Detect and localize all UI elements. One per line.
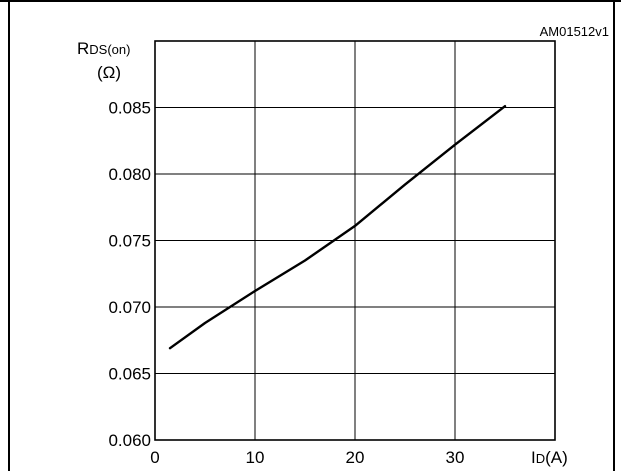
rds-on-curve [168,104,507,350]
y-tick-label: 0.060 [108,431,151,450]
y-tick-label: 0.070 [108,298,151,317]
y-tick-label: 0.065 [108,365,151,384]
x-axis-label: ID(A) [531,448,568,467]
x-axis-label-sub: D [536,451,545,466]
series-group [168,104,507,350]
y-tick-label: 0.080 [108,165,151,184]
x-tick-label: 30 [446,448,465,467]
y-tick-label: 0.085 [108,99,151,118]
x-axis-label-main: I [531,448,536,467]
x-axis-label-unit: (A) [545,448,568,467]
tick-labels: 0.060 0.065 0.070 0.075 0.080 0.085 0 10 20 30 [108,99,464,468]
y-axis-unit: (Ω) [97,63,121,82]
grid [155,41,555,440]
figure-id: AM01512v1 [540,24,609,39]
plot-area [154,40,556,441]
x-tick-label: 10 [246,448,265,467]
x-tick-label: 0 [150,448,159,467]
y-axis-label: RDS(on) [77,39,130,58]
y-axis-label-sub: DS(on) [89,42,130,57]
y-tick-label: 0.075 [108,232,151,251]
x-tick-label: 20 [346,448,365,467]
y-axis-label-main: R [77,39,89,58]
